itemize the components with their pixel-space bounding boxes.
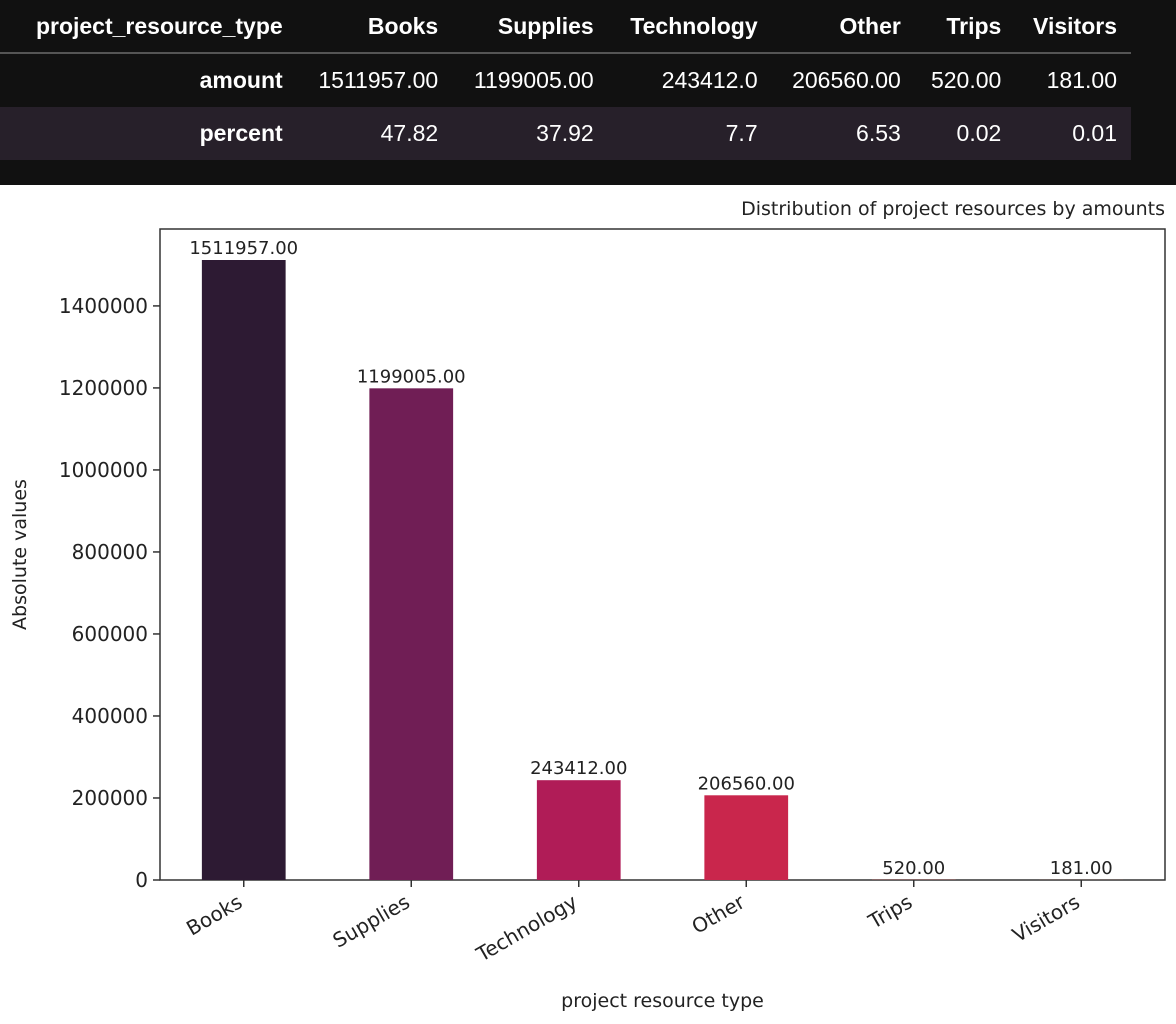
table-cell: 520.00: [930, 67, 1002, 93]
bar-supplies: [369, 388, 454, 880]
column-header-other: Other: [771, 0, 915, 54]
table-cell: 1199005.00: [473, 67, 594, 93]
table-cell: 206560.00: [792, 67, 901, 93]
table-cell: 37.92: [536, 120, 594, 146]
chart-title: Distribution of project resources by amo…: [741, 198, 1165, 220]
x-tick-label: Supplies: [328, 890, 413, 953]
table-cell: 243412.0: [661, 67, 758, 93]
bar-value-label: 520.00: [882, 858, 945, 879]
bar-value-label: 243412.00: [530, 758, 627, 779]
bar-other: [704, 795, 789, 880]
y-axis-title: Absolute values: [9, 479, 31, 630]
x-tick-label: Trips: [863, 890, 916, 934]
table-cell: 0.02: [956, 120, 1002, 146]
column-header-technology: Technology: [607, 0, 772, 54]
y-tick-label: 400000: [72, 704, 148, 728]
x-tick-label: Technology: [471, 889, 581, 966]
table-cell: 181.00: [1046, 67, 1117, 93]
dataframe-panel: project_resource_type Books Supplies Techn…: [0, 0, 1176, 185]
y-tick-label: 200000: [72, 786, 148, 810]
bars-group: [201, 260, 1124, 880]
table-cell: 47.82: [380, 120, 439, 146]
table-row-percent: percent 47.82 37.92 7.7 6.53 0.02 0.01: [0, 107, 1131, 160]
bar-value-label: 1199005.00: [357, 366, 466, 387]
y-tick-label: 0: [135, 868, 148, 892]
row-label: percent: [199, 120, 283, 146]
index-header: project_resource_type: [0, 0, 297, 54]
table-header-row: project_resource_type Books Supplies Techn…: [0, 0, 1131, 54]
bar-technology: [536, 780, 621, 880]
table-cell: 6.53: [856, 120, 901, 146]
x-tick-label: Visitors: [1008, 890, 1084, 948]
y-tick-label: 1200000: [59, 376, 148, 400]
x-tick-label: Books: [182, 890, 246, 941]
column-header-trips: Trips: [914, 0, 1016, 54]
column-header-visitors: Visitors: [1015, 0, 1131, 54]
y-tick-label: 800000: [72, 540, 148, 564]
bar-labels-group: 1511957.00 1199005.00 243412.00 206560.00 52…: [189, 238, 1112, 879]
column-header-books: Books: [296, 0, 453, 54]
x-axis-title: project resource type: [561, 990, 764, 1012]
y-tick-label: 1000000: [59, 458, 148, 482]
y-tick-label: 1400000: [59, 294, 148, 318]
column-header-supplies: Supplies: [452, 0, 608, 54]
table-row-amount: amount 1511957.00 1199005.00 243412.0 206560…: [0, 53, 1131, 107]
y-tick-label: 600000: [72, 622, 148, 646]
table-cell: 1511957.00: [318, 67, 439, 93]
x-axis: Books Supplies Technology Other Trips Visitor…: [182, 880, 1084, 967]
dataframe-table: project_resource_type Books Supplies Techn…: [0, 0, 1131, 160]
plot-area-frame: [159, 228, 1166, 881]
table-cell: 7.7: [725, 120, 758, 146]
bar-value-label: 206560.00: [698, 773, 795, 794]
bar-chart: Distribution of project resources by amo…: [9, 198, 1166, 1012]
x-tick-label: Other: [688, 889, 750, 939]
table-cell: 0.01: [1072, 120, 1117, 146]
bar-books: [201, 260, 286, 880]
bar-value-label: 181.00: [1050, 858, 1113, 879]
bar-value-label: 1511957.00: [189, 238, 298, 259]
y-axis: 0 200000 400000 600000 800000 1000000 1200000 1…: [59, 294, 160, 892]
row-label: amount: [199, 67, 283, 93]
